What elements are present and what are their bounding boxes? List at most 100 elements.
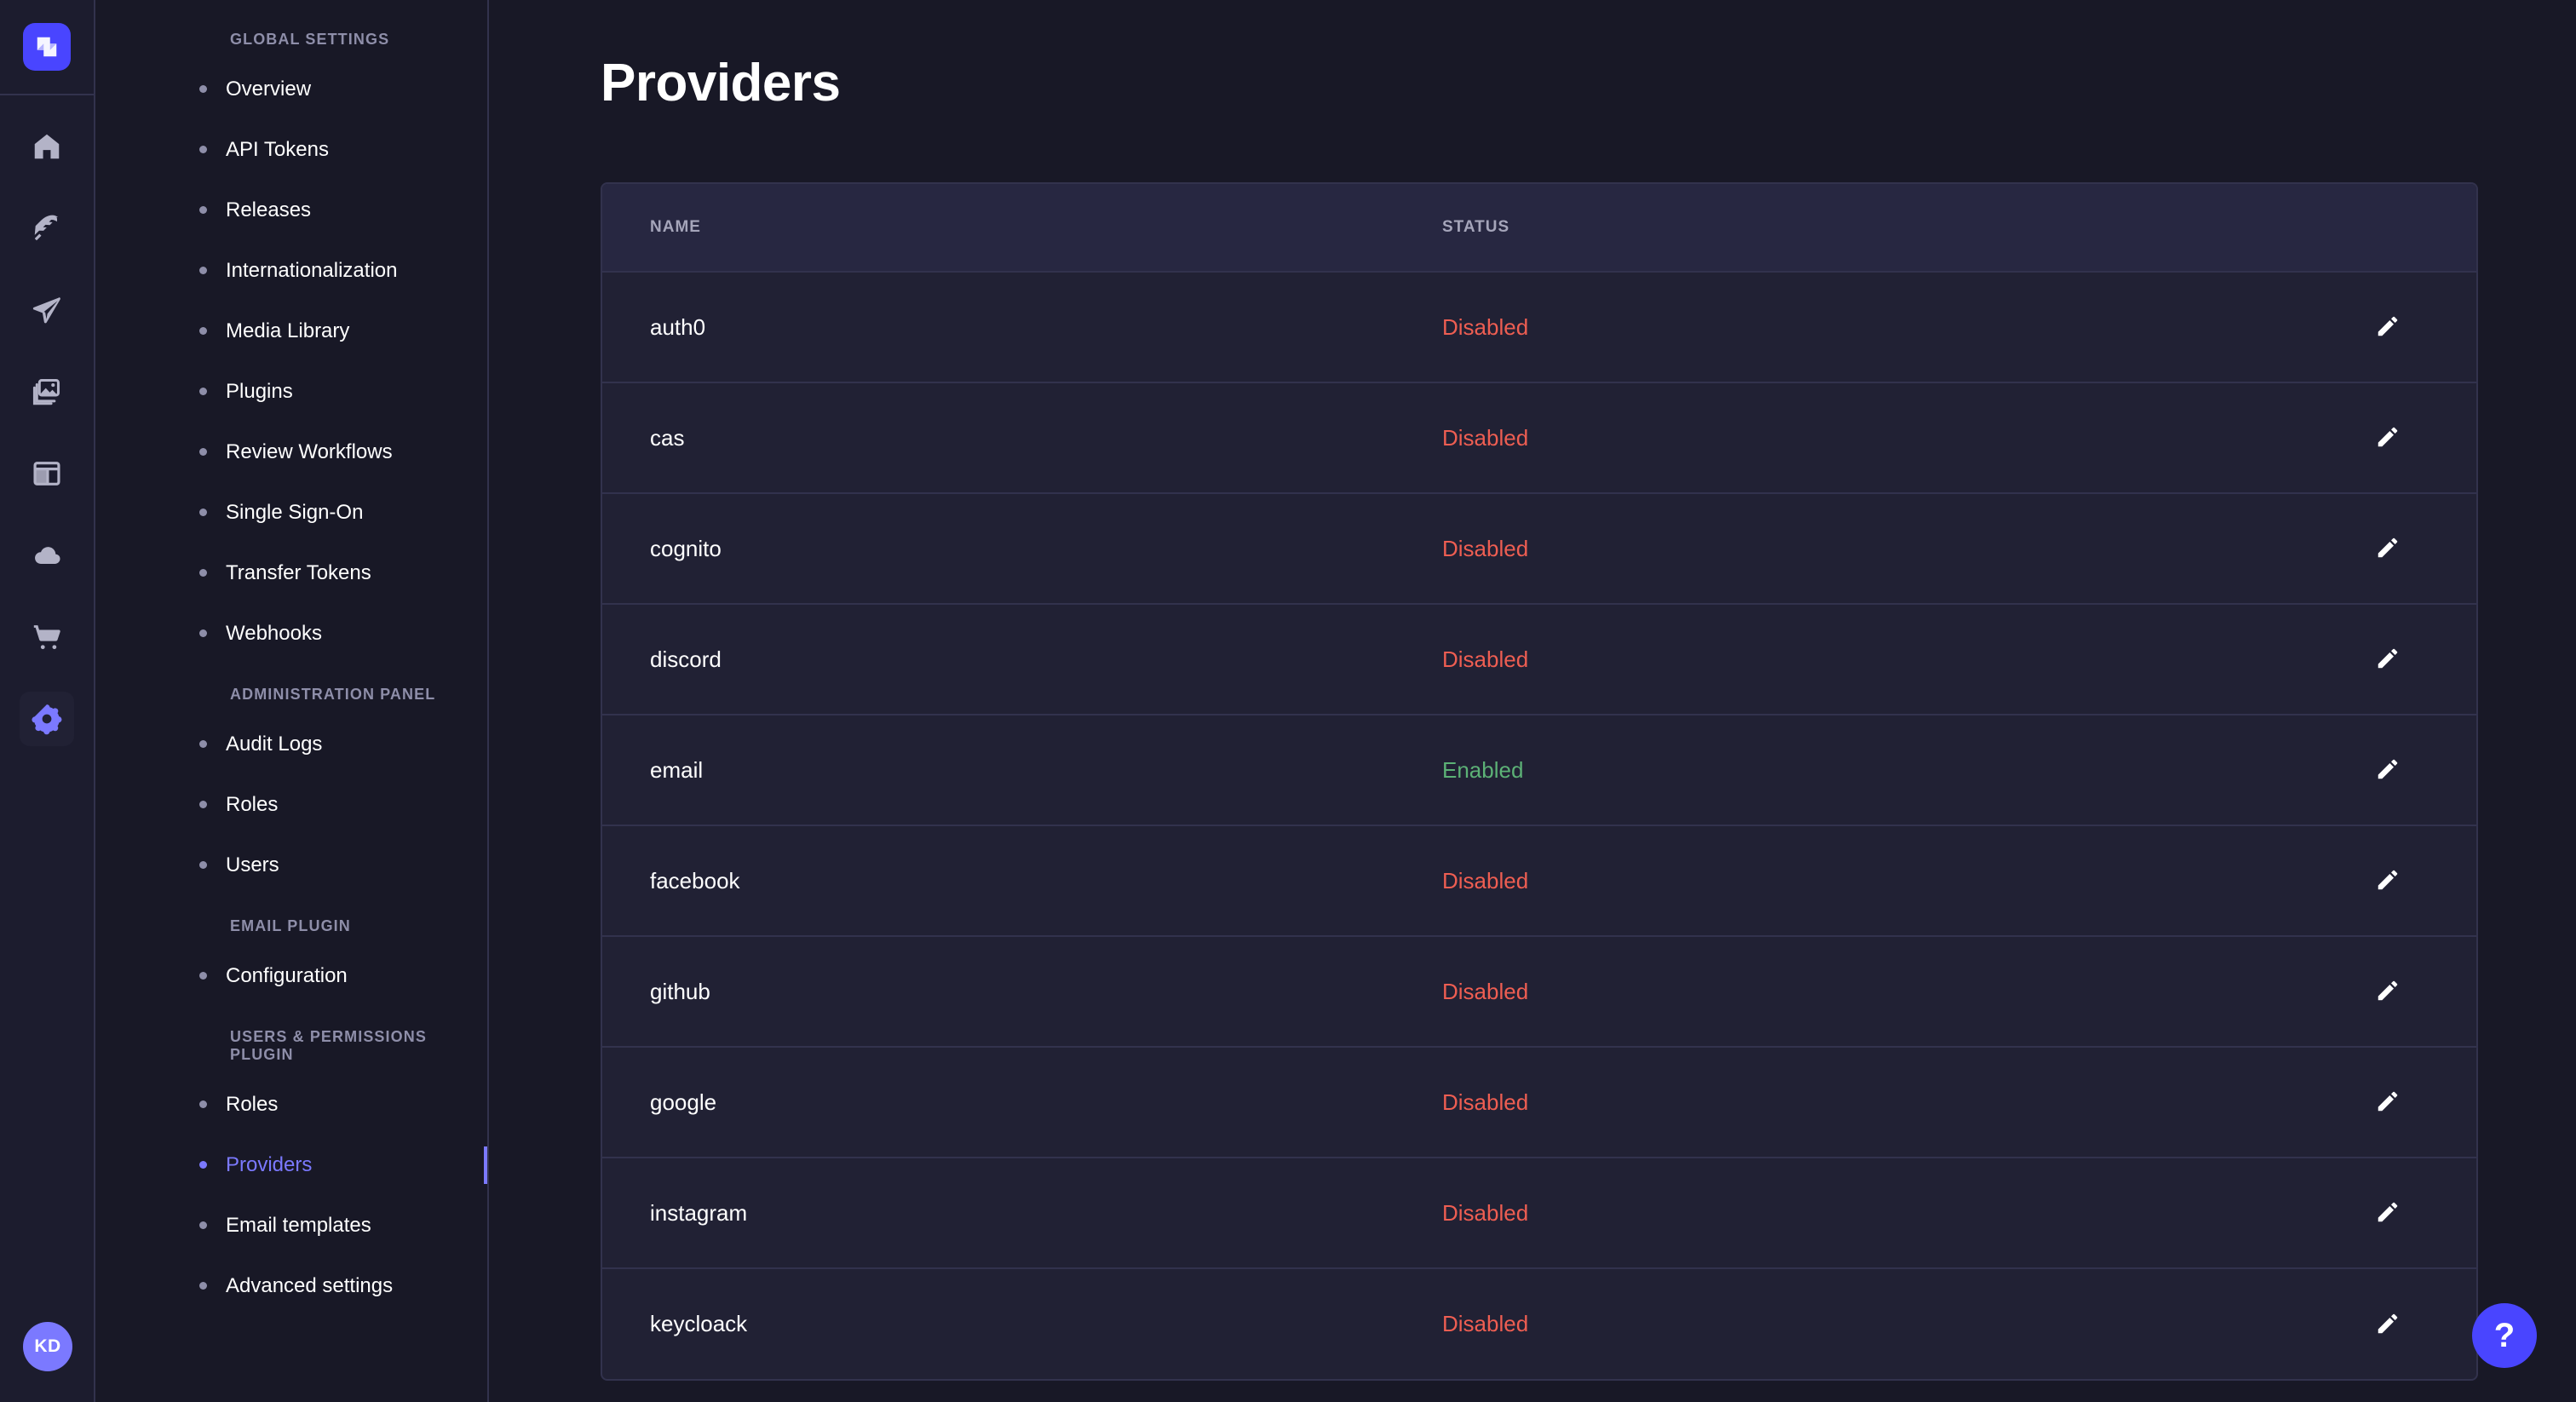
sidebar-item-label: Plugins [226,379,293,403]
bullet-icon [199,509,207,516]
sidebar-item-label: Media Library [226,319,350,342]
status-badge: Disabled [1442,424,1529,451]
sidebar-item-label: Roles [226,792,279,816]
sidebar-item-admin-roles[interactable]: Roles [95,774,487,835]
bullet-icon [199,740,207,748]
bullet-icon [199,1282,207,1290]
status-badge: Disabled [1442,646,1529,672]
bullet-icon [199,1221,207,1229]
sidebar-item-up-roles[interactable]: Roles [95,1074,487,1135]
bullet-icon [199,801,207,808]
provider-status-cell: Disabled [1394,825,2289,937]
bullet-icon [199,1161,207,1169]
pencil-icon[interactable] [2371,641,2405,675]
subnav-section-title: USERS & PERMISSIONS PLUGIN [230,1028,427,1063]
sidebar-item-providers[interactable]: Providers [95,1135,487,1195]
logo-container [0,0,95,95]
pencil-icon[interactable] [2371,420,2405,454]
table-row[interactable]: github Disabled [602,936,2476,1048]
paper-plane-icon[interactable] [20,283,74,337]
sidebar-item-releases[interactable]: Releases [95,180,487,240]
sidebar-item-webhooks[interactable]: Webhooks [95,603,487,664]
settings-subnav: GLOBAL SETTINGS Overview API Tokens Rele… [95,0,489,1402]
providers-table: NAME STATUS auth0 Disabled cas Disabled cogn… [602,184,2476,1379]
provider-actions-cell [2289,936,2476,1048]
status-badge: Disabled [1442,978,1529,1004]
status-badge: Disabled [1442,313,1529,340]
sidebar-item-overview[interactable]: Overview [95,59,487,119]
gear-icon[interactable] [20,692,74,746]
status-badge: Disabled [1442,867,1529,893]
pencil-icon[interactable] [2371,531,2405,565]
strapi-logo-icon[interactable] [23,23,71,71]
provider-actions-cell [2289,1268,2476,1379]
help-button[interactable]: ? [2472,1303,2537,1368]
feather-icon[interactable] [20,201,74,256]
column-header-name: NAME [602,184,1394,273]
table-row[interactable]: keycloack Disabled [602,1268,2476,1379]
sidebar-item-email-templates[interactable]: Email templates [95,1195,487,1255]
table-row[interactable]: instagram Disabled [602,1158,2476,1269]
sidebar-item-transfer-tokens[interactable]: Transfer Tokens [95,543,487,603]
layout-icon[interactable] [20,446,74,501]
sidebar-item-plugins[interactable]: Plugins [95,361,487,422]
bullet-icon [199,1100,207,1108]
table-row[interactable]: cas Disabled [602,382,2476,494]
provider-status-cell: Disabled [1394,1158,2289,1269]
main-content: Providers NAME STATUS auth0 Disabled cas Di… [489,0,2576,1402]
cloud-icon[interactable] [20,528,74,583]
provider-actions-cell [2289,825,2476,937]
pencil-icon[interactable] [2371,752,2405,786]
status-badge: Disabled [1442,1199,1529,1226]
shopping-cart-icon[interactable] [20,610,74,664]
sidebar-item-single-sign-on[interactable]: Single Sign-On [95,482,487,543]
provider-actions-cell [2289,493,2476,605]
provider-name-cell: keycloack [650,1311,748,1336]
table-row[interactable]: facebook Disabled [602,825,2476,937]
home-icon[interactable] [20,119,74,174]
pencil-icon[interactable] [2371,974,2405,1008]
bullet-icon [199,206,207,214]
sidebar-item-media-library[interactable]: Media Library [95,301,487,361]
media-library-icon[interactable] [20,365,74,419]
pencil-icon[interactable] [2371,863,2405,897]
pencil-icon[interactable] [2371,1195,2405,1229]
table-row[interactable]: email Enabled [602,715,2476,826]
sidebar-item-label: API Tokens [226,137,329,161]
bullet-icon [199,327,207,335]
bullet-icon [199,448,207,456]
sidebar-item-admin-users[interactable]: Users [95,835,487,895]
sidebar-item-internationalization[interactable]: Internationalization [95,240,487,301]
page-title: Providers [601,54,841,112]
sidebar-item-advanced-settings[interactable]: Advanced settings [95,1255,487,1316]
status-badge: Disabled [1442,1089,1529,1115]
table-row[interactable]: discord Disabled [602,604,2476,715]
table-head: NAME STATUS [602,184,2476,273]
table-row[interactable]: auth0 Disabled [602,272,2476,383]
sidebar-item-audit-logs[interactable]: Audit Logs [95,714,487,774]
subnav-list-global-settings: Overview API Tokens Releases Internation… [95,59,487,664]
provider-actions-cell [2289,382,2476,494]
table-row[interactable]: google Disabled [602,1047,2476,1158]
provider-name-cell: instagram [602,1158,1394,1269]
provider-status-cell: Disabled [1394,936,2289,1048]
sidebar-item-api-tokens[interactable]: API Tokens [95,119,487,180]
sidebar-item-label: Review Workflows [226,440,393,463]
sidebar-item-label: Providers [226,1152,313,1176]
subnav-section-title: ADMINISTRATION PANEL [230,686,436,703]
table-row[interactable]: cognito Disabled [602,493,2476,605]
pencil-icon[interactable] [2371,1307,2405,1341]
avatar[interactable]: KD [23,1322,72,1371]
subnav-list-users-permissions-plugin: Roles Providers Email templates Advanced… [95,1074,487,1316]
status-badge: Enabled [1442,756,1524,783]
bullet-icon [199,388,207,395]
sidebar-item-label: Internationalization [226,258,398,282]
sidebar-item-configuration[interactable]: Configuration [95,945,487,1006]
pencil-icon[interactable] [2371,309,2405,343]
provider-status-cell: Disabled [1394,1047,2289,1158]
sidebar-item-label: Single Sign-On [226,500,364,524]
status-badge: Disabled [1442,1311,1529,1336]
sidebar-item-review-workflows[interactable]: Review Workflows [95,422,487,482]
provider-name-cell: discord [602,604,1394,715]
pencil-icon[interactable] [2371,1084,2405,1118]
